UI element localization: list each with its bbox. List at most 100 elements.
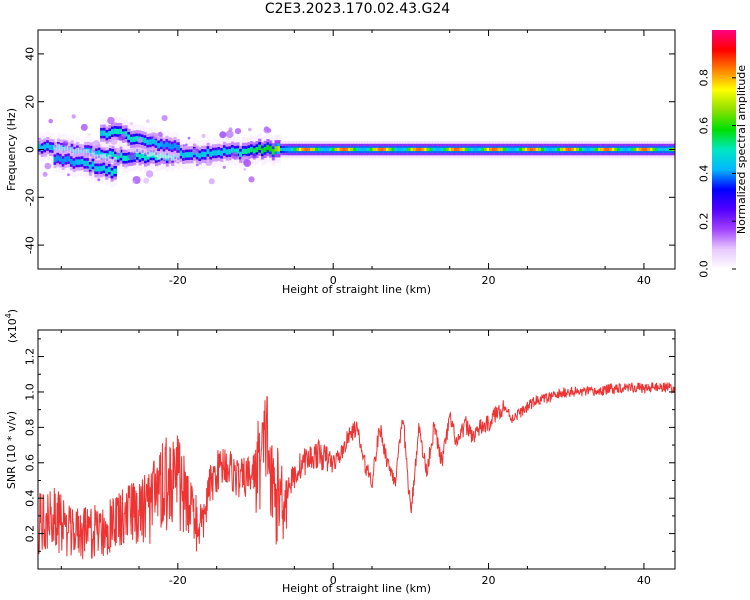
spectrogram-cell	[107, 166, 112, 172]
spectrogram-cell	[367, 147, 371, 152]
spectrogram-cell	[318, 147, 322, 152]
spectrogram-cell	[247, 148, 251, 154]
spectrogram-cell	[195, 151, 200, 157]
spectrogram-cell	[652, 147, 656, 152]
spectrogram-cell	[75, 159, 79, 165]
spectrogram-cell	[320, 147, 325, 152]
spectrogram-cell	[106, 153, 110, 159]
y-scale-exponent: 4	[4, 313, 13, 318]
spectrogram-cell	[271, 149, 276, 155]
colorbar-tick-label: 0.0	[698, 260, 711, 278]
spectrogram-speckle	[67, 173, 70, 177]
spectrogram-cell	[418, 147, 423, 152]
spectrogram-cell	[421, 147, 425, 152]
spectrogram-cell	[307, 147, 311, 152]
spectrogram-cell	[405, 147, 409, 152]
spectrogram-speckle	[89, 171, 92, 174]
spectrogram-speckle	[157, 131, 163, 137]
spectrogram-speckle	[92, 140, 101, 148]
spectrogram-cell	[391, 147, 395, 152]
spectrogram-speckle	[80, 123, 88, 131]
spectrogram-speckle	[205, 159, 213, 166]
spectrogram-cell	[113, 128, 118, 134]
spectrogram-cell	[304, 147, 308, 152]
spectrogram-cell	[475, 147, 480, 152]
spectrogram-cell	[342, 147, 346, 152]
spectrogram-cell	[72, 160, 77, 167]
spectrogram-cell	[364, 147, 368, 152]
spectrogram-cell	[388, 147, 393, 152]
spectrogram-cell	[110, 170, 115, 176]
spectrogram-cell	[88, 164, 93, 170]
spectrogram-cell	[369, 147, 374, 152]
spectrogram-cell	[119, 128, 123, 135]
x-axis-label: Height of straight line (km)	[282, 582, 431, 595]
spectrogram-cell	[657, 147, 662, 152]
y-tick-label: -40	[24, 236, 37, 254]
spectrogram-cell	[358, 147, 363, 152]
spectrogram-cell	[589, 147, 594, 152]
spectrogram-cell	[114, 154, 118, 160]
spectrogram-cell	[443, 147, 447, 152]
spectrogram-speckle	[48, 118, 53, 124]
spectrogram-cell	[111, 151, 115, 157]
spectrogram-cell	[201, 151, 205, 157]
spectrogram-speckle	[222, 165, 226, 169]
spectrogram-cell	[614, 147, 618, 152]
spectrogram-cell	[241, 148, 246, 154]
spectrogram-speckle	[208, 178, 215, 185]
spectrogram-speckle	[185, 143, 188, 147]
spectrogram-cell	[146, 139, 150, 145]
spectrogram-cell	[78, 159, 82, 165]
spectrogram-cell	[154, 140, 158, 146]
spectrogram-cell	[600, 147, 605, 152]
spectrogram-speckle	[182, 144, 186, 147]
y-scale-base: (x10	[6, 318, 19, 343]
spectrogram-cell	[565, 147, 569, 152]
spectrogram-cell	[644, 147, 648, 152]
x-axis-label: Height of straight line (km)	[282, 283, 431, 296]
spectrogram-cell	[236, 148, 240, 154]
spectrogram-cell	[170, 144, 175, 150]
spectrogram-cell	[252, 148, 257, 154]
spectrogram-cell	[231, 147, 235, 153]
spectrogram-cell	[560, 147, 564, 152]
spectrogram-cell	[424, 147, 428, 152]
spectrogram-cell	[603, 147, 607, 152]
spectrogram-cell	[611, 147, 616, 152]
spectrogram-cell	[309, 147, 314, 152]
spectrogram-speckle	[128, 152, 136, 161]
spectrogram-cell	[56, 155, 60, 161]
spectrogram-speckle	[234, 128, 242, 135]
spectrogram-cell	[486, 147, 491, 152]
spectrogram-speckle	[38, 140, 43, 145]
spectrogram-cell	[551, 147, 556, 152]
spectrogram-cell	[293, 147, 298, 152]
spectrogram-cell	[380, 147, 385, 152]
spectrogram-cell	[187, 152, 191, 158]
y-tick-label: 0.4	[24, 489, 37, 507]
spectrogram-cell	[492, 147, 496, 152]
spectrogram-speckle	[248, 176, 255, 183]
spectrogram-cell	[125, 155, 129, 161]
y-scale-close: )	[6, 309, 19, 313]
y-tick-label: 0.2	[24, 525, 37, 543]
spectrogram-cell	[445, 147, 450, 152]
spectrogram-cell	[94, 166, 98, 172]
spectrogram-cell	[663, 147, 667, 152]
spectrogram-cell	[451, 147, 455, 152]
spectrogram-cell	[102, 165, 106, 171]
chart-title: C2E3.2023.170.02.43.G24	[264, 1, 451, 17]
spectrogram-speckle	[143, 177, 150, 184]
spectrogram-cell	[255, 146, 259, 153]
spectrogram-cell	[524, 147, 529, 152]
spectrogram-cell	[108, 131, 112, 137]
spectrogram-cell	[454, 147, 458, 152]
colorbar-tick-label: 0.6	[698, 117, 711, 135]
spectrogram-speckle	[115, 148, 121, 154]
snr-frame	[37, 329, 676, 570]
spectrogram-cell	[641, 147, 646, 152]
spectrogram-cell	[165, 141, 169, 147]
spectrogram-cell	[135, 151, 140, 158]
